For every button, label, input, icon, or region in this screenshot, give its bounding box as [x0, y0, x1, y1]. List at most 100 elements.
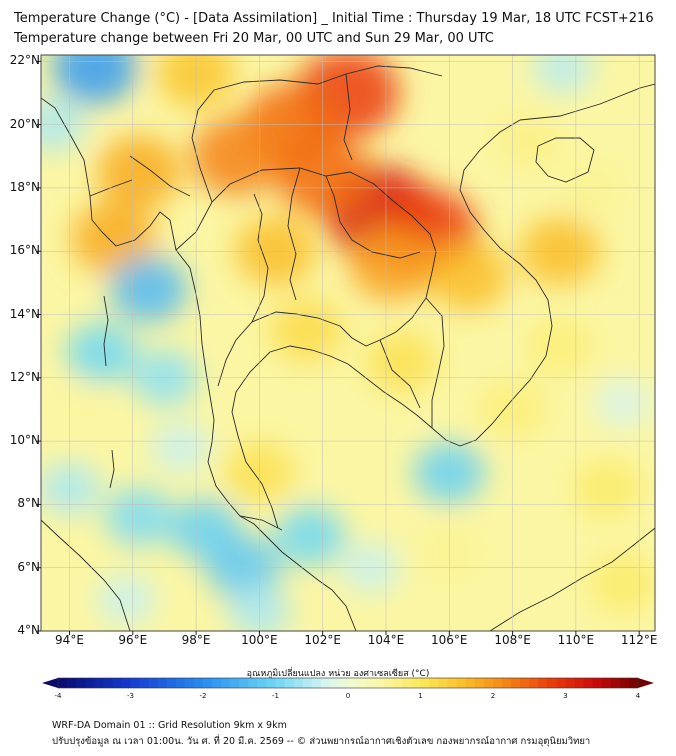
anomaly-blob-6	[349, 226, 436, 302]
colorbar-tick-label: 2	[490, 692, 496, 700]
colorbar-cell	[447, 678, 458, 688]
colorbar-cell	[193, 678, 204, 688]
colorbar-cell	[538, 678, 548, 688]
colorbar-tick-label: 1	[418, 692, 423, 700]
lat-label: 16°N	[9, 243, 40, 258]
anomaly-blob-16	[496, 112, 561, 169]
colorbar-title: อุณหภูมิเปลี่ยนแปลง หน่วย องศาเซลเซียส (…	[246, 669, 430, 679]
colorbar-cell	[574, 678, 585, 688]
colorbar-cell	[483, 678, 494, 688]
lat-label: 22°N	[9, 53, 40, 68]
colorbar-frame	[57, 677, 639, 689]
lat-label: 4°N	[17, 623, 40, 637]
anomaly-blob-26	[110, 255, 188, 323]
colorbar-cell	[520, 678, 530, 688]
colorbar-tick-label: -1	[272, 692, 279, 700]
colorbar-cell	[320, 678, 331, 688]
colorbar-cell	[402, 678, 412, 688]
colorbar-cell	[67, 678, 77, 688]
anomaly-blob-9	[365, 331, 438, 393]
graticule	[41, 55, 655, 631]
colorbar-cell	[556, 678, 566, 688]
colorbar-cell	[384, 678, 394, 688]
colorbar-cell	[76, 678, 86, 688]
axis-ticks	[37, 60, 640, 635]
colorbar-cell	[338, 678, 349, 688]
colorbar-min-extend	[42, 678, 58, 688]
colorbar-cell	[366, 678, 376, 688]
anomaly-blob-10	[427, 241, 509, 312]
colorbar-cell	[103, 678, 113, 688]
lat-label: 20°N	[9, 116, 40, 131]
colorbar-cell	[375, 678, 385, 688]
colorbar-cell	[293, 678, 304, 688]
colorbar-tick-label: -4	[54, 692, 62, 700]
colorbar-cell	[266, 678, 276, 688]
colorbar-cell	[348, 678, 358, 688]
colorbar-cell	[203, 678, 213, 688]
colorbar-cell	[94, 678, 104, 688]
colorbar-cell	[429, 678, 440, 688]
colorbar-cell	[212, 678, 222, 688]
lat-label: 18°N	[9, 179, 40, 194]
anomaly-blob-27	[66, 322, 137, 383]
colorbar-tick-label: 3	[563, 692, 568, 700]
colorbar-cell	[112, 678, 122, 688]
colorbar-cell	[502, 678, 512, 688]
lon-label: 100°E	[241, 633, 278, 647]
lon-label: 102°E	[304, 633, 341, 647]
lat-label: 8°N	[17, 496, 40, 511]
lon-label: 108°E	[494, 633, 531, 647]
colorbar-cell	[184, 678, 195, 688]
lat-label: 10°N	[9, 433, 40, 448]
anomaly-blob-11	[96, 135, 182, 209]
lat-label: 6°N	[17, 559, 40, 574]
anomaly-blob-4	[191, 116, 284, 196]
colorbar-cell	[257, 678, 267, 688]
anomaly-blob-29	[41, 461, 101, 516]
colorbar-cell	[465, 678, 476, 688]
map-frame	[40, 54, 656, 632]
colorbar-cell	[511, 678, 521, 688]
colorbar-cell	[529, 678, 539, 688]
colorbar-cell	[329, 678, 340, 688]
colorbar-cell	[130, 678, 140, 688]
colorbar-cell	[474, 678, 485, 688]
anomaly-blob-23	[45, 383, 107, 436]
colorbar-cell	[121, 678, 131, 688]
anomaly-blob-22	[526, 317, 594, 375]
anomaly-blob-38	[532, 55, 594, 94]
anomaly-blob-24	[52, 55, 137, 105]
colorbar-cell	[166, 678, 177, 688]
anomaly-blob-40	[96, 574, 157, 625]
colorbar-cell	[139, 678, 150, 688]
colorbar-cell	[85, 678, 95, 688]
lat-label: 14°N	[9, 306, 40, 321]
coastline-and-borders	[41, 65, 655, 631]
anomaly-blob-33	[275, 506, 346, 567]
colorbar-cell	[592, 678, 603, 688]
colorbar-cell	[547, 678, 557, 688]
colorbar-cell	[420, 678, 430, 688]
temperature-change-map	[37, 54, 656, 635]
lon-label: 106°E	[431, 633, 468, 647]
anomaly-blob-39	[594, 378, 653, 428]
colorbar-cell	[230, 678, 240, 688]
lon-label: 98°E	[181, 633, 211, 647]
anomaly-blob-20	[589, 554, 655, 613]
anomaly-blob-37	[150, 422, 210, 473]
colorbar-cell	[239, 678, 249, 688]
colorbar-cell	[393, 678, 403, 688]
colorbar-cell	[284, 678, 295, 688]
colorbar-tick-label: -2	[199, 692, 207, 700]
colorbar-cell	[628, 678, 639, 688]
colorbar-cell	[175, 678, 186, 688]
colorbar-tick-label: 0	[345, 692, 351, 700]
colorbar-cell	[619, 678, 630, 688]
colorbar-cell	[248, 678, 258, 688]
colorbar-max-extend	[638, 678, 654, 688]
colorbar	[42, 677, 654, 689]
chart-subtitle: Temperature change between Fri 20 Mar, 0…	[14, 31, 494, 46]
lon-label: 112°E	[620, 633, 658, 647]
lat-label: 12°N	[9, 369, 40, 384]
